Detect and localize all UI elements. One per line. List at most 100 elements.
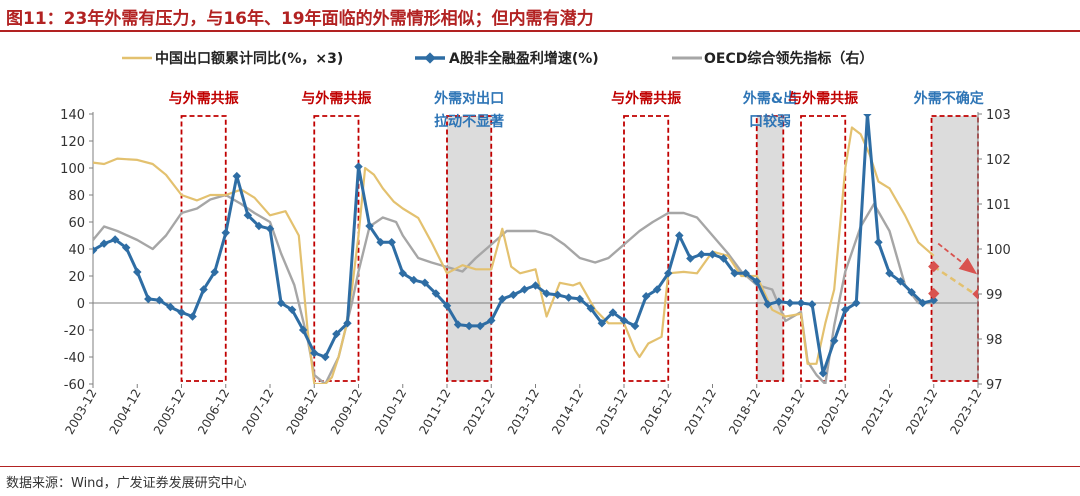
x-tick-label: 2007-12 [239, 387, 276, 437]
series-marker-1 [498, 294, 507, 304]
series-marker-1 [818, 368, 828, 378]
left-tick-label: 120 [60, 135, 85, 150]
x-tick-label: 2011-12 [416, 387, 453, 437]
region-label-0: 与外需共振 [169, 90, 239, 107]
series-marker-1 [763, 300, 773, 309]
series-marker-1 [531, 281, 540, 290]
series-marker-1 [874, 238, 883, 247]
region-label-2: 拉动不显著 [434, 113, 504, 130]
left-tick-label: -60 [64, 378, 85, 393]
region-box-2 [446, 115, 493, 382]
series-marker-1 [807, 300, 817, 309]
series-marker-1 [177, 308, 186, 317]
region-label-4: 外需&出 [743, 90, 797, 107]
region-box-1 [313, 115, 360, 382]
series-marker-1 [520, 285, 529, 294]
left-tick-label: 140 [60, 108, 85, 123]
series-marker-1 [365, 221, 374, 231]
series-marker-1 [896, 277, 905, 286]
x-tick-label: 2006-12 [195, 387, 232, 437]
series-marker-1 [697, 250, 706, 259]
x-tick-label: 2018-12 [726, 387, 763, 437]
series-marker-1 [265, 224, 275, 233]
x-tick-label: 2004-12 [107, 387, 144, 437]
series-marker-1 [829, 336, 839, 346]
series-marker-1 [199, 285, 208, 294]
series-marker-1 [586, 304, 596, 313]
series-marker-1 [641, 292, 651, 301]
series-marker-1 [464, 321, 474, 331]
series-marker-1 [276, 298, 286, 308]
region-box-3 [623, 115, 670, 382]
series-marker-1 [155, 296, 164, 305]
x-tick-label: 2021-12 [859, 387, 896, 437]
right-tick-label: 101 [986, 198, 1011, 213]
region-label-4: 口较弱 [749, 113, 791, 130]
left-tick-label: -40 [64, 351, 85, 366]
oecd-forecast-marker [972, 288, 978, 300]
x-tick-label: 2005-12 [151, 387, 188, 437]
series-marker-1 [863, 114, 872, 119]
right-tick-label: 100 [986, 243, 1011, 258]
title-divider [0, 30, 1080, 32]
series-marker-1 [542, 289, 551, 298]
region-label-2: 外需对出口 [434, 90, 504, 107]
series-marker-1 [509, 290, 518, 300]
series-marker-1 [487, 316, 496, 325]
series-marker-1 [608, 308, 618, 317]
right-tick-label: 99 [986, 288, 1003, 303]
legend-label: OECD综合领先指标（右） [704, 50, 873, 67]
right-tick-label: 98 [986, 333, 1003, 348]
left-tick-label: 0 [77, 297, 85, 312]
series-marker-1 [918, 298, 927, 308]
left-tick-label: 40 [68, 243, 85, 258]
series-marker-1 [597, 319, 607, 328]
x-tick-label: 2003-12 [62, 387, 99, 437]
x-tick-label: 2013-12 [505, 387, 542, 437]
series-line-2 [93, 193, 934, 384]
series-marker-1 [166, 302, 175, 312]
series-marker-1 [664, 269, 673, 278]
series-marker-1 [907, 287, 916, 297]
region-label-1: 与外需共振 [301, 90, 371, 107]
series-marker-1 [343, 319, 352, 328]
x-tick-label: 2016-12 [638, 387, 675, 437]
export-forecast-marker [928, 260, 940, 273]
series-marker-1 [453, 320, 463, 329]
figure-title: 图11：23年外需有压力，与16年、19年面临的外需情形相似；但内需有潜力 [6, 9, 594, 29]
series-marker-1 [652, 285, 662, 294]
series-marker-1 [243, 211, 253, 220]
source-divider [0, 466, 1080, 467]
series-marker-1 [630, 321, 640, 331]
series-marker-1 [210, 267, 219, 277]
series-marker-1 [442, 301, 452, 310]
x-tick-label: 2010-12 [372, 387, 409, 437]
left-tick-label: -20 [64, 324, 85, 339]
x-tick-label: 2015-12 [593, 387, 630, 437]
legend-marker-1 [424, 52, 436, 64]
series-marker-1 [310, 348, 319, 358]
region-box-4 [755, 115, 785, 382]
series-marker-1 [420, 278, 430, 287]
series-marker-1 [332, 329, 341, 339]
export-forecast-line [933, 265, 978, 298]
left-tick-label: 20 [68, 270, 85, 285]
profit-forecast-marker [928, 287, 940, 300]
series-marker-1 [254, 221, 264, 231]
x-tick-label: 2022-12 [903, 387, 940, 437]
right-tick-label: 97 [986, 378, 1003, 393]
series-marker-1 [387, 238, 396, 247]
region-box-0 [180, 115, 227, 382]
series-marker-1 [93, 246, 98, 255]
series-marker-1 [188, 312, 197, 321]
source-note: 数据来源：Wind，广发证券发展研究中心 [6, 476, 247, 491]
series-marker-1 [133, 267, 142, 277]
series-marker-1 [99, 239, 109, 248]
series-marker-1 [354, 162, 363, 171]
x-tick-label: 2020-12 [815, 387, 852, 437]
series-marker-1 [929, 296, 938, 305]
series-marker-1 [121, 243, 131, 252]
region-box-6 [930, 115, 979, 382]
series-marker-1 [852, 298, 861, 308]
